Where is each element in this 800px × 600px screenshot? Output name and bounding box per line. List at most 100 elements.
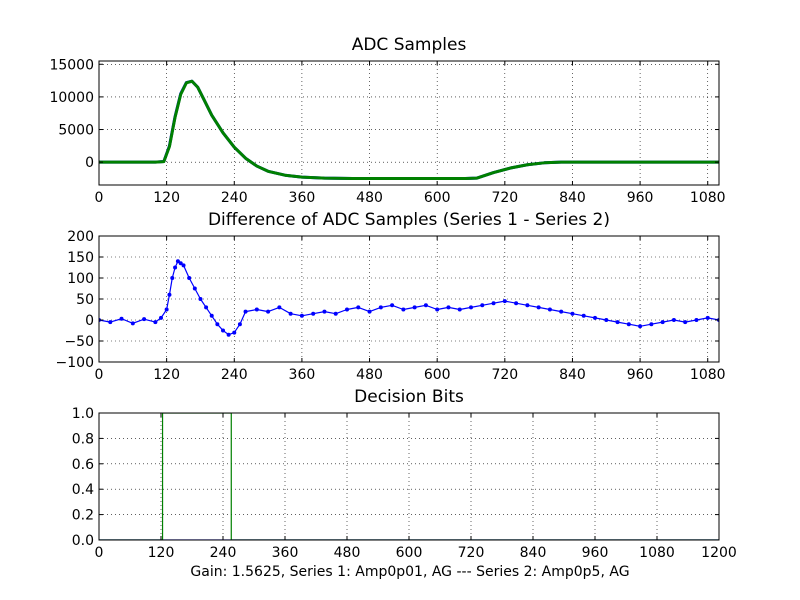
- difference-series-1-point: [502, 299, 507, 304]
- adc-samples-y-tick-label: 5000: [58, 123, 94, 139]
- difference-series-1-point: [209, 313, 214, 318]
- difference-series-1-point: [547, 307, 552, 312]
- difference-x-tick-label: 720: [491, 367, 518, 383]
- decision-bits-y-tick-label: 0.0: [72, 533, 94, 549]
- difference-x-tick-label: 960: [627, 367, 654, 383]
- adc-samples-x-tick-label: 480: [356, 190, 383, 206]
- difference-series-1-point: [457, 307, 462, 312]
- difference-y-tick-label: 150: [67, 250, 94, 266]
- adc-samples-axes-frame: [98, 60, 720, 186]
- difference-x-tick-label: 0: [95, 367, 104, 383]
- adc-samples-x-tick-label: 1080: [690, 190, 726, 206]
- difference-series-1-point: [705, 315, 710, 320]
- difference-y-tick-label: −100: [56, 355, 94, 371]
- difference-series-1-point: [299, 313, 304, 318]
- difference-series-1-point: [626, 322, 631, 327]
- difference-series-1-point: [446, 305, 451, 310]
- difference-series-1-point: [401, 307, 406, 312]
- difference-series-1-point: [559, 309, 564, 314]
- difference-series-1-point: [469, 305, 473, 310]
- decision-bits-x-tick-label: 240: [210, 545, 237, 561]
- chart-panel-difference: 0 120 240 360 480 600 720 840 960 1080 −100 −50 0 50 1…: [56, 210, 726, 383]
- difference-series-1-point: [491, 301, 496, 306]
- figure-footer-label: Gain: 1.5625, Series 1: Amp0p01, AG --- …: [190, 564, 629, 580]
- difference-series-1-point: [581, 313, 586, 318]
- difference-series-1-point: [175, 259, 180, 264]
- difference-series-1-point: [221, 328, 225, 333]
- difference-y-tick-label: 100: [67, 271, 94, 287]
- adc-samples-x-tick-label: 360: [289, 190, 316, 206]
- difference-series-1-point: [683, 320, 688, 325]
- decision-bits-x-tick-label: 720: [458, 545, 485, 561]
- difference-series-1-point: [638, 324, 643, 329]
- difference-series-1-point: [192, 286, 197, 291]
- decision-bits-x-tick-label: 960: [582, 545, 609, 561]
- adc-samples-y-tick-label: 0: [85, 155, 94, 171]
- decision-bits-x-tick-label: 1200: [701, 545, 737, 561]
- adc-samples-x-tick-label: 960: [627, 190, 654, 206]
- difference-series-1-point: [593, 315, 597, 320]
- difference-series-1-point: [277, 305, 282, 310]
- difference-series-1-point: [204, 305, 209, 310]
- difference-series-1-point: [660, 320, 665, 325]
- difference-y-tick-label: 50: [76, 292, 94, 308]
- difference-series-1-point: [130, 321, 135, 326]
- difference-series-1-point: [356, 305, 361, 310]
- difference-series-1-point: [153, 320, 158, 325]
- difference-series-1-point: [237, 322, 242, 327]
- difference-series-1-point: [378, 305, 383, 310]
- difference-x-tick-label: 240: [221, 367, 248, 383]
- adc-samples-series-2-line: [99, 79, 719, 180]
- difference-series-1-point: [694, 318, 699, 322]
- decision-bits-y-tick-label: 0.6: [72, 457, 94, 473]
- difference-series-1-point: [215, 322, 220, 327]
- difference-x-tick-label: 480: [356, 367, 383, 383]
- decision-bits-title: Decision Bits: [354, 387, 464, 407]
- adc-samples-y-tick-label: 10000: [49, 90, 94, 106]
- difference-series-1-point: [615, 320, 620, 325]
- difference-series-1-point: [525, 303, 530, 308]
- difference-series-1-point: [423, 303, 428, 308]
- difference-series-1-point: [142, 317, 147, 322]
- decision-bits-y-tick-label: 0.4: [72, 482, 94, 498]
- difference-series-1-point: [345, 307, 349, 312]
- adc-samples-title: ADC Samples: [352, 35, 467, 55]
- decision-bits-x-tick-label: 1080: [639, 545, 675, 561]
- chart-panel-adc-samples: 0 120 240 360 480 600 720 840 960 1080 0 5000 10000 1…: [49, 35, 725, 206]
- difference-series-1-point: [170, 276, 175, 280]
- decision-bits-y-tick-label: 1.0: [72, 406, 94, 422]
- adc-samples-plot-area: [99, 61, 719, 185]
- difference-series-1-point: [322, 309, 327, 314]
- difference-series-1-point: [167, 292, 172, 297]
- decision-bits-x-tick-label: 120: [148, 545, 175, 561]
- difference-series-1-point: [226, 332, 231, 337]
- adc-samples-x-tick-label: 240: [221, 190, 248, 206]
- decision-bits-x-tick-label: 840: [520, 545, 547, 561]
- difference-series-1-point: [390, 303, 395, 308]
- difference-series-1-point: [514, 301, 519, 306]
- difference-series-1-point: [536, 305, 541, 310]
- difference-series-1-point: [367, 309, 372, 314]
- difference-series-1-point: [480, 303, 485, 308]
- difference-series-1-point: [604, 318, 609, 322]
- difference-series-1-point: [187, 276, 192, 280]
- difference-title: Difference of ADC Samples (Series 1 - Se…: [208, 210, 610, 230]
- difference-series-1-point: [266, 309, 271, 314]
- difference-series-1-point: [649, 322, 654, 327]
- decision-bits-y-tick-label: 0.2: [72, 508, 94, 524]
- difference-x-tick-label: 120: [153, 367, 180, 383]
- difference-x-tick-label: 840: [559, 367, 586, 383]
- difference-y-tick-label: 200: [67, 229, 94, 245]
- adc-samples-x-tick-label: 720: [491, 190, 518, 206]
- difference-series-1-point: [232, 330, 237, 335]
- difference-series-1-point: [671, 318, 676, 322]
- adc-samples-y-tick-label: 15000: [49, 57, 94, 73]
- difference-series-1-point: [164, 307, 169, 312]
- decision-bits-x-tick-label: 0: [95, 545, 104, 561]
- decision-bits-x-tick-label: 480: [334, 545, 361, 561]
- difference-series-1-point: [198, 297, 203, 301]
- decision-bits-x-tick-label: 600: [396, 545, 423, 561]
- decision-bits-x-tick-label: 360: [272, 545, 299, 561]
- difference-series-1-point: [243, 309, 248, 314]
